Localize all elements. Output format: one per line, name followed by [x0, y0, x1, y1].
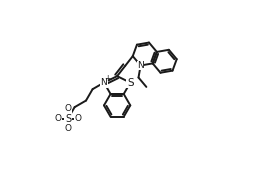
Text: O: O [65, 104, 72, 113]
Text: N: N [137, 61, 144, 70]
Text: S: S [127, 78, 134, 88]
Text: N: N [101, 78, 107, 87]
Text: O: O [55, 114, 62, 123]
Text: S: S [65, 114, 71, 124]
Text: O: O [74, 114, 81, 123]
Text: O: O [65, 124, 72, 133]
Text: +: + [104, 74, 111, 83]
